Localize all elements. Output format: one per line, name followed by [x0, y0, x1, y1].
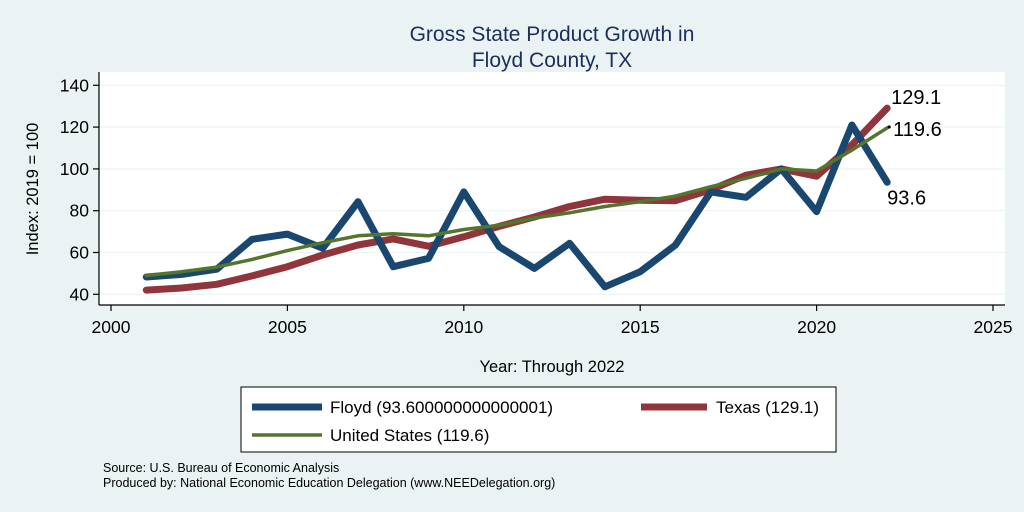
- x-tick-label: 2010: [444, 317, 483, 337]
- legend-box: [240, 386, 837, 453]
- legend: Floyd (93.600000000000001) Texas (129.1)…: [240, 386, 837, 453]
- legend-item-floyd: Floyd (93.600000000000001): [252, 398, 553, 417]
- y-tick-label: 80: [70, 201, 90, 221]
- x-axis-title: Year: Through 2022: [480, 358, 625, 376]
- y-tick-label: 100: [60, 159, 89, 179]
- series-lines: [142, 104, 891, 294]
- y-tick-label: 60: [70, 243, 90, 263]
- end-label-united-states: 119.6: [893, 119, 942, 141]
- y-tick-label: 120: [60, 117, 89, 137]
- y-axis-title: Index: 2019 = 100: [24, 123, 42, 256]
- end-label-texas: 129.1: [891, 87, 941, 109]
- produced-by-note: Produced by: National Economic Education…: [103, 476, 555, 490]
- series-line-floyd: [142, 121, 891, 291]
- y-tick-label: 40: [70, 284, 90, 304]
- y-axis: 40 60 80 100 120 140: [60, 72, 100, 305]
- x-tick-label: 2020: [797, 317, 836, 337]
- x-tick-label: 2005: [268, 317, 307, 337]
- end-labels: 93.6 129.1 119.6: [887, 87, 942, 209]
- chart-subtitle: Floyd County, TX: [472, 49, 632, 72]
- y-tick-label: 140: [60, 75, 89, 95]
- legend-label-united-states: United States (119.6): [330, 426, 489, 445]
- x-axis: 2000 2005 2010 2015 2020 2025: [92, 304, 1013, 337]
- x-tick-label: 2000: [92, 317, 131, 337]
- x-tick-label: 2015: [621, 317, 660, 337]
- end-marker-united-states: [887, 125, 891, 129]
- chart-title: Gross State Product Growth in: [410, 23, 695, 46]
- legend-item-texas: Texas (129.1): [641, 398, 819, 417]
- legend-item-united-states: United States (119.6): [252, 426, 489, 445]
- legend-label-floyd: Floyd (93.600000000000001): [330, 398, 553, 417]
- plot-area: [99, 72, 1005, 305]
- source-note: Source: U.S. Bureau of Economic Analysis: [103, 461, 339, 475]
- series-line-united-states: [144, 126, 889, 278]
- legend-label-texas: Texas (129.1): [716, 398, 819, 417]
- x-tick-label: 2025: [974, 317, 1013, 337]
- end-label-floyd: 93.6: [887, 187, 926, 209]
